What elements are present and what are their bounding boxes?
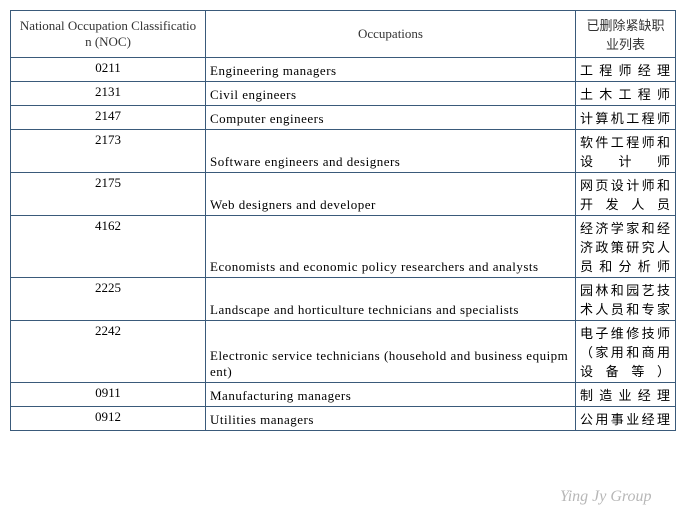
watermark-text: Ying Jy Group bbox=[560, 488, 652, 506]
cell-noc: 0211 bbox=[11, 58, 206, 82]
col-header-occupations: Occupations bbox=[206, 11, 576, 58]
cell-occupation: Engineering managers bbox=[206, 58, 576, 82]
cell-occupation: Web designers and developer bbox=[206, 173, 576, 216]
cell-cn: 软件工程师和设计师 bbox=[576, 130, 676, 173]
cell-occupation: Manufacturing managers bbox=[206, 383, 576, 407]
col-header-cn: 已删除紧缺职业列表 bbox=[576, 11, 676, 58]
cell-occupation: Civil engineers bbox=[206, 82, 576, 106]
cell-cn: 制造业经理 bbox=[576, 383, 676, 407]
cell-noc: 0912 bbox=[11, 407, 206, 431]
cell-cn: 土木工程师 bbox=[576, 82, 676, 106]
cell-noc: 4162 bbox=[11, 216, 206, 278]
table-row: 2225Landscape and horticulture technicia… bbox=[11, 278, 676, 321]
table-row: 2173Software engineers and designers软件工程… bbox=[11, 130, 676, 173]
table-row: 2242Electronic service technicians (hous… bbox=[11, 321, 676, 383]
table-row: 2131Civil engineers土木工程师 bbox=[11, 82, 676, 106]
table-row: 0911Manufacturing managers制造业经理 bbox=[11, 383, 676, 407]
table-row: 2147Computer engineers计算机工程师 bbox=[11, 106, 676, 130]
cell-noc: 2175 bbox=[11, 173, 206, 216]
cell-noc: 2242 bbox=[11, 321, 206, 383]
cell-cn: 计算机工程师 bbox=[576, 106, 676, 130]
col-header-noc: National Occupation Classification (NOC) bbox=[11, 11, 206, 58]
cell-occupation: Electronic service technicians (househol… bbox=[206, 321, 576, 383]
cell-cn: 公用事业经理 bbox=[576, 407, 676, 431]
table-row: 0211Engineering managers工程师经理 bbox=[11, 58, 676, 82]
cell-noc: 2147 bbox=[11, 106, 206, 130]
table-body: 0211Engineering managers工程师经理2131Civil e… bbox=[11, 58, 676, 431]
cell-occupation: Computer engineers bbox=[206, 106, 576, 130]
cell-cn: 电子维修技师（家用和商用设备等） bbox=[576, 321, 676, 383]
cell-noc: 0911 bbox=[11, 383, 206, 407]
cell-cn: 网页设计师和开发人员 bbox=[576, 173, 676, 216]
cell-occupation: Economists and economic policy researche… bbox=[206, 216, 576, 278]
noc-table: National Occupation Classification (NOC)… bbox=[10, 10, 676, 431]
cell-occupation: Software engineers and designers bbox=[206, 130, 576, 173]
cell-cn: 工程师经理 bbox=[576, 58, 676, 82]
cell-cn: 经济学家和经济政策研究人员和分析师 bbox=[576, 216, 676, 278]
table-row: 2175Web designers and developer网页设计师和开发人… bbox=[11, 173, 676, 216]
table-row: 0912Utilities managers公用事业经理 bbox=[11, 407, 676, 431]
table-row: 4162Economists and economic policy resea… bbox=[11, 216, 676, 278]
cell-noc: 2131 bbox=[11, 82, 206, 106]
cell-noc: 2173 bbox=[11, 130, 206, 173]
cell-cn: 园林和园艺技术人员和专家 bbox=[576, 278, 676, 321]
cell-occupation: Utilities managers bbox=[206, 407, 576, 431]
cell-occupation: Landscape and horticulture technicians a… bbox=[206, 278, 576, 321]
table-header: National Occupation Classification (NOC)… bbox=[11, 11, 676, 58]
cell-noc: 2225 bbox=[11, 278, 206, 321]
